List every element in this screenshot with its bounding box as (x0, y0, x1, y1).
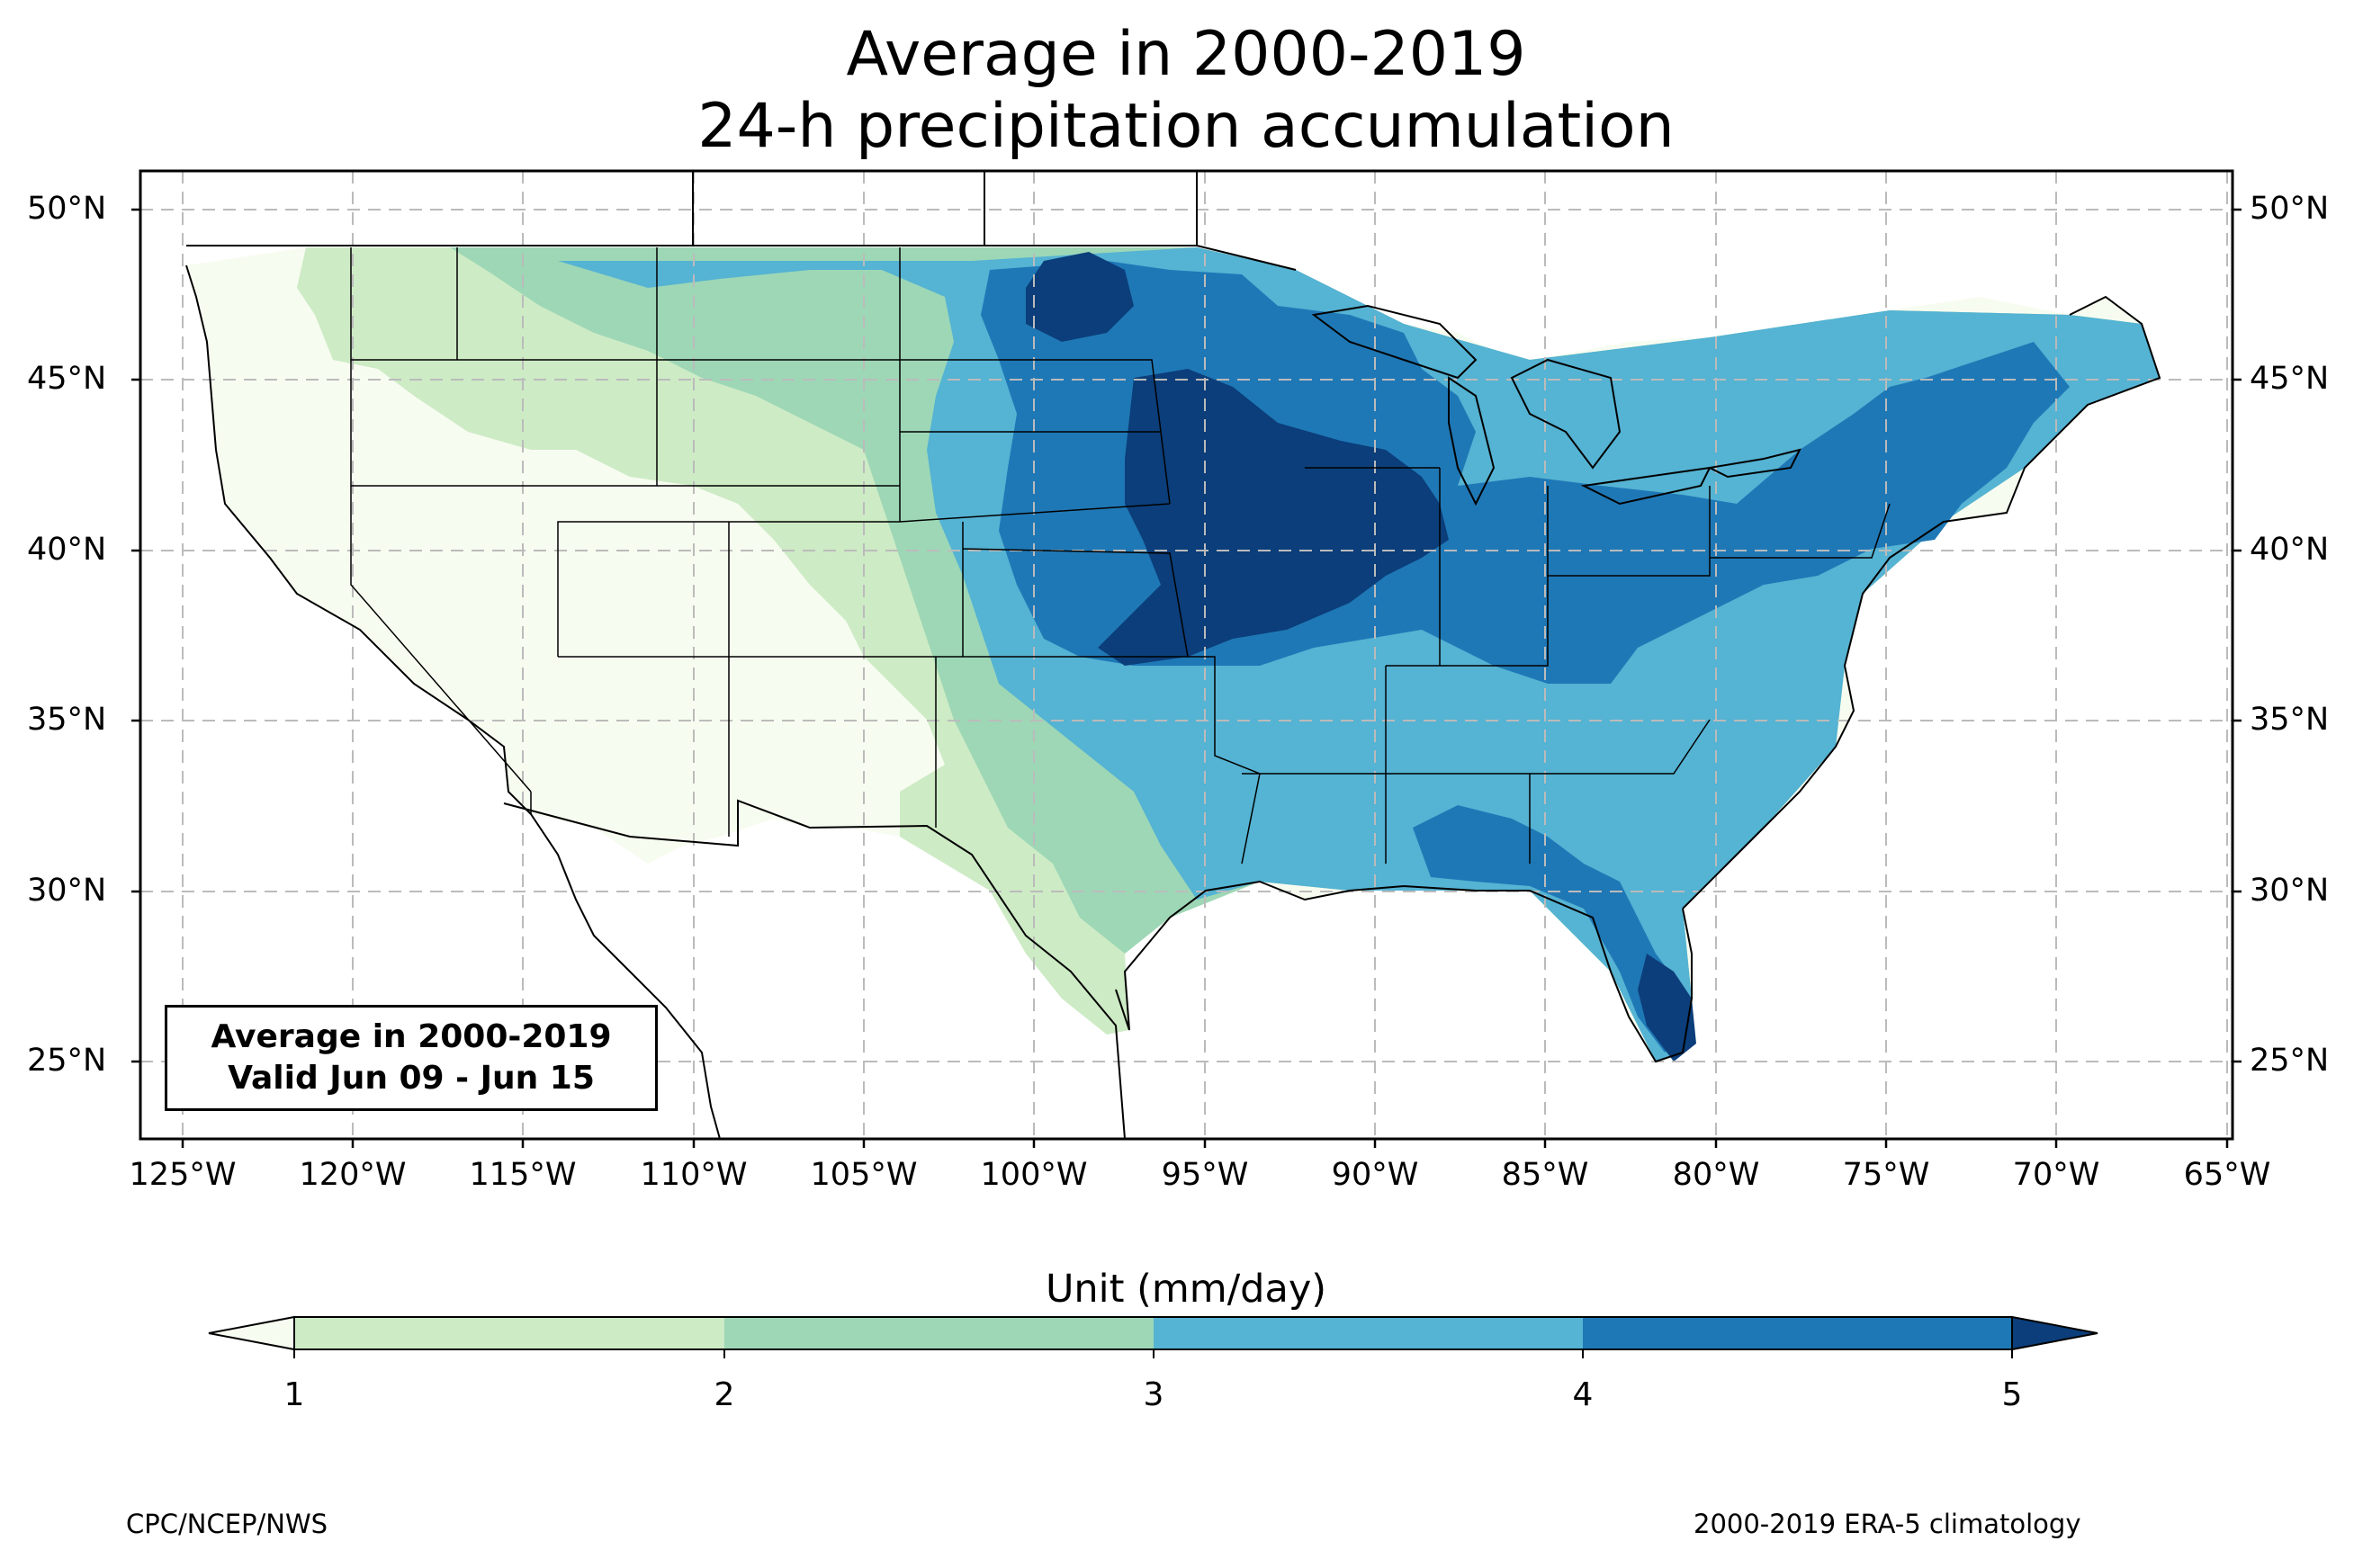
lon-label-115w: 115°W (469, 1157, 577, 1193)
lat-label-45n-right: 45°N (2250, 361, 2330, 397)
lon-label-90w: 90°W (1331, 1157, 1419, 1193)
lat-label-35n-right: 35°N (2250, 702, 2330, 738)
lon-label-110w: 110°W (640, 1157, 748, 1193)
lon-label-120w: 120°W (299, 1157, 407, 1193)
lat-label-35n-left: 35°N (27, 702, 107, 738)
lat-label-40n-left: 40°N (27, 532, 107, 568)
colorbar (208, 1315, 2098, 1358)
valid-period-line2: Valid Jun 09 - Jun 15 (228, 1060, 595, 1097)
lat-label-50n-left: 50°N (27, 191, 107, 227)
east-coast (1682, 295, 2161, 909)
colorbar-bin-2-3 (724, 1317, 1154, 1349)
precip-above-5 (1098, 369, 1449, 666)
lon-label-125w: 125°W (129, 1157, 237, 1193)
lon-label-85w: 85°W (1501, 1157, 1589, 1193)
lat-label-45n-left: 45°N (27, 361, 107, 397)
map-content (140, 171, 2233, 1139)
lat-label-50n-right: 50°N (2250, 191, 2330, 227)
map-border (139, 169, 2234, 1141)
colorbar-tick-3: 3 (1143, 1376, 1164, 1413)
west-coast (185, 264, 721, 1139)
precip-above-5-dakota (1026, 252, 1134, 342)
colorbar-tick-1: 1 (283, 1376, 305, 1413)
precip-4-5-southeast (1413, 805, 1687, 1053)
mexico-border (503, 799, 1126, 1139)
colorbar-tick-4: 4 (1572, 1376, 1594, 1413)
colorbar-bin-4-5 (1583, 1317, 2012, 1349)
footer-source: CPC/NCEP/NWS (126, 1509, 328, 1539)
colorbar-tick-5: 5 (2001, 1376, 2023, 1413)
lon-label-75w: 75°W (1842, 1157, 1930, 1193)
lat-label-25n-left: 25°N (27, 1043, 107, 1079)
colorbar-title: Unit (mm/day) (1045, 1267, 1327, 1312)
precip-above-5-florida (1638, 954, 1696, 1062)
precip-3-4 (558, 247, 2160, 1062)
gulf-coast (1115, 880, 1693, 1063)
footer-climatology: 2000-2019 ERA-5 climatology (1694, 1509, 2081, 1539)
state-lines (350, 247, 1891, 865)
map-title-line2: 24-h precipitation accumulation (697, 91, 1675, 162)
lat-label-40n-right: 40°N (2250, 532, 2330, 568)
lon-label-70w: 70°W (2012, 1157, 2100, 1193)
graticule (140, 171, 2233, 1139)
boundaries (185, 171, 2161, 1139)
lon-label-100w: 100°W (980, 1157, 1088, 1193)
colorbar-extend-low (208, 1315, 295, 1351)
colorbar-extend-high (2011, 1315, 2098, 1351)
lat-label-25n-right: 25°N (2250, 1043, 2330, 1079)
colorbar-tick-2: 2 (714, 1376, 735, 1413)
map-title-line1: Average in 2000-2019 (846, 19, 1526, 90)
valid-period-box: Average in 2000-2019 Valid Jun 09 - Jun … (165, 1005, 658, 1111)
lon-label-80w: 80°W (1672, 1157, 1760, 1193)
lat-label-30n-left: 30°N (27, 873, 107, 909)
great-lakes (1311, 304, 1801, 506)
colorbar-bin-3-4 (1154, 1317, 1583, 1349)
axis-ticks (131, 208, 2242, 1148)
lon-label-95w: 95°W (1161, 1157, 1249, 1193)
canada-border (186, 171, 1297, 271)
lat-label-30n-right: 30°N (2250, 873, 2330, 909)
lon-label-105w: 105°W (810, 1157, 918, 1193)
colorbar-bin-1-2 (294, 1317, 724, 1349)
valid-period-line1: Average in 2000-2019 (211, 1018, 612, 1055)
lon-label-65w: 65°W (2183, 1157, 2271, 1193)
